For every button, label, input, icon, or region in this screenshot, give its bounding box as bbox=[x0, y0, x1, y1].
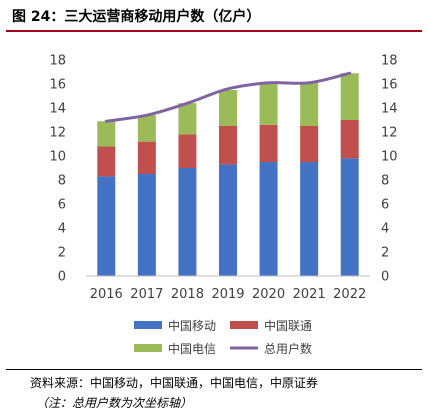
y-tick-label: 12 bbox=[49, 126, 66, 141]
bar-segment bbox=[300, 82, 319, 126]
y2-tick-label: 16 bbox=[381, 78, 398, 93]
y2-tick-label: 8 bbox=[381, 174, 389, 189]
y-tick-label: 14 bbox=[49, 102, 66, 117]
bar-segment bbox=[340, 120, 359, 159]
legend-label: 中国移动 bbox=[168, 318, 216, 333]
y-axis-right: 0 2 4 6 8 10 12 14 16 18 bbox=[381, 54, 398, 285]
y2-tick-label: 2 bbox=[381, 246, 389, 261]
stacked-bar-line-chart: 0 2 4 6 8 10 12 14 16 18 0 2 4 6 8 10 12 14 16 18 2016 2017… bbox=[49, 54, 398, 357]
bar-segment bbox=[137, 115, 156, 142]
x-tick-label: 2021 bbox=[293, 287, 326, 302]
axis-note: （注：总用户数为次坐标轴） bbox=[36, 396, 193, 410]
bar-segment bbox=[259, 82, 278, 125]
y2-tick-label: 14 bbox=[381, 102, 398, 117]
legend-swatch bbox=[134, 344, 162, 352]
bar-segment bbox=[97, 146, 116, 177]
x-tick-label: 2018 bbox=[171, 287, 204, 302]
bar-segment bbox=[300, 126, 319, 162]
legend-swatch bbox=[230, 321, 258, 329]
x-tick-label: 2016 bbox=[90, 287, 123, 302]
x-tick-label: 2017 bbox=[130, 287, 163, 302]
y2-tick-label: 18 bbox=[381, 54, 398, 69]
bottom-divider bbox=[6, 369, 422, 370]
legend-swatch bbox=[134, 321, 162, 329]
bar-segment bbox=[340, 73, 359, 120]
bar-segment bbox=[259, 162, 278, 276]
y-axis-left: 0 2 4 6 8 10 12 14 16 18 bbox=[49, 54, 66, 285]
bar-segment bbox=[97, 176, 116, 276]
figure-title: 图 24：三大运营商移动用户数（亿户） bbox=[12, 9, 261, 25]
title-divider bbox=[6, 30, 422, 32]
y-tick-label: 8 bbox=[58, 174, 66, 189]
bar-segment bbox=[219, 126, 237, 165]
bar-segment bbox=[178, 168, 197, 276]
x-tick-label: 2022 bbox=[333, 287, 366, 302]
bar-segment bbox=[178, 103, 197, 135]
y-tick-label: 10 bbox=[49, 150, 66, 165]
y-tick-label: 2 bbox=[58, 246, 66, 261]
bar-segment bbox=[219, 90, 237, 126]
y2-tick-label: 0 bbox=[381, 270, 389, 285]
y-tick-label: 6 bbox=[58, 198, 66, 213]
x-axis: 2016 2017 2018 2019 2020 2021 2022 bbox=[90, 287, 367, 302]
bar-segment bbox=[178, 134, 197, 168]
bar-segment bbox=[219, 164, 237, 276]
x-tick-label: 2019 bbox=[211, 287, 244, 302]
legend-label: 中国联通 bbox=[264, 318, 312, 333]
bar-segment bbox=[340, 158, 359, 276]
y-tick-label: 0 bbox=[58, 270, 66, 285]
y2-tick-label: 10 bbox=[381, 150, 398, 165]
source-note: 资料来源：中国移动，中国联通，中国电信，中原证券 bbox=[30, 376, 319, 390]
y-tick-label: 16 bbox=[49, 78, 66, 93]
bar-segment bbox=[137, 174, 156, 276]
y2-tick-label: 6 bbox=[381, 198, 389, 213]
bar-segment bbox=[137, 141, 156, 174]
x-tick-label: 2020 bbox=[252, 287, 285, 302]
bar-series-group bbox=[97, 73, 359, 276]
total-users-line bbox=[104, 71, 352, 123]
y-tick-label: 4 bbox=[58, 222, 66, 237]
legend-label: 中国电信 bbox=[168, 341, 216, 356]
y2-tick-label: 4 bbox=[381, 222, 389, 237]
bar-segment bbox=[259, 124, 278, 162]
legend-label: 总用户数 bbox=[264, 341, 312, 356]
bar-segment bbox=[300, 162, 319, 276]
bar-segment bbox=[97, 121, 116, 147]
total-line-series bbox=[104, 71, 352, 123]
y2-tick-label: 12 bbox=[381, 126, 398, 141]
y-tick-label: 18 bbox=[49, 54, 66, 69]
